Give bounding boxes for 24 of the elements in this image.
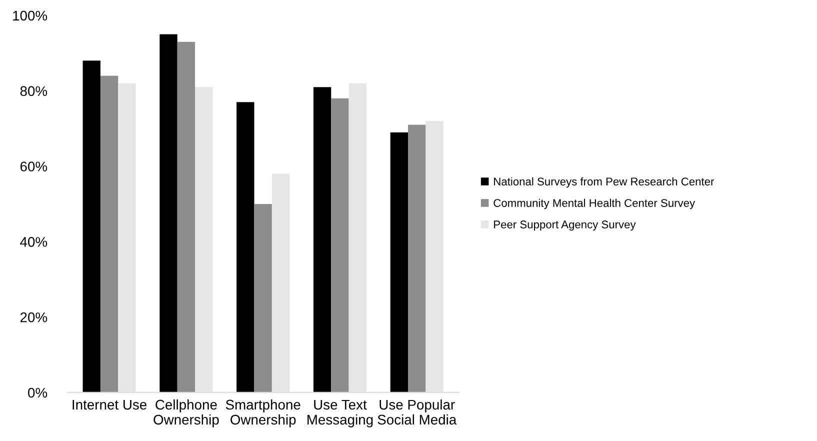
x-tick-label: Internet Use <box>72 400 146 410</box>
bar <box>177 42 196 392</box>
legend-label: National Surveys from Pew Research Center <box>494 177 714 188</box>
x-tick-label: Use Popular Social Media <box>378 399 457 425</box>
y-tick-label: 20% <box>20 312 48 322</box>
bar <box>331 98 349 392</box>
bar <box>100 76 118 392</box>
bar <box>254 204 272 392</box>
bar <box>408 124 426 392</box>
y-tick-label: 0% <box>28 388 48 398</box>
y-tick-label: 80% <box>20 86 48 96</box>
bar <box>390 132 408 392</box>
x-tick-label: Smartphone Ownership <box>226 399 300 428</box>
x-tick-label: Use Text Messaging <box>308 400 373 428</box>
x-tick-label: Cellphone Ownership <box>154 399 219 428</box>
bar <box>236 102 254 392</box>
y-tick-label: 100% <box>13 10 48 21</box>
bar <box>313 87 332 392</box>
bar <box>82 60 100 392</box>
bar <box>160 34 178 392</box>
y-tick-label: 40% <box>20 237 48 247</box>
legend-label: Peer Support Agency Survey <box>494 220 636 231</box>
y-tick-label: 60% <box>20 162 48 172</box>
legend-label: Community Mental Health Center Survey <box>494 198 696 210</box>
